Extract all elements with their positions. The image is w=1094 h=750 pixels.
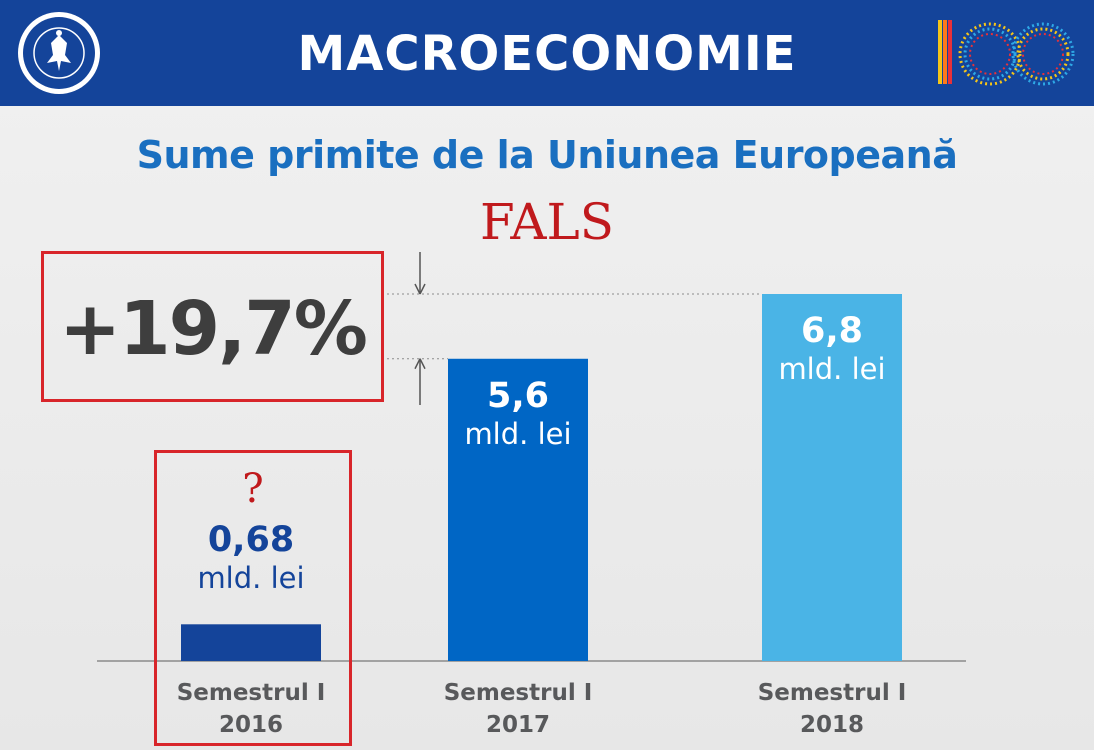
- category-label-3-line-1: Semestrul I: [757, 680, 907, 706]
- difference-arrow-top-head-left: [414, 283, 421, 295]
- first-bar-highlight-box: [154, 450, 352, 746]
- verdict-label: FALS: [480, 193, 614, 251]
- bar-3: [762, 294, 902, 661]
- bar-value-2: 5,6: [486, 375, 549, 416]
- difference-arrow-bottom-head-right: [419, 358, 426, 370]
- bar-label-1: 0,68 mld. lei: [151, 519, 351, 596]
- category-label-1-line-2: 2016: [218, 712, 283, 738]
- question-mark-label: ?: [242, 466, 264, 512]
- centenary-logo-icon: [938, 20, 1075, 86]
- bar-unit-2: mld. lei: [464, 416, 572, 451]
- category-label-1-line-1: Semestrul I: [176, 680, 326, 706]
- category-label-2-line-2: 2017: [485, 712, 550, 738]
- category-label-1: Semestrul I 2016: [121, 677, 381, 741]
- category-label-3-line-2: 2018: [799, 712, 864, 738]
- category-label-3: Semestrul I 2018: [702, 677, 962, 741]
- growth-percent-label: +19,7%: [59, 286, 368, 372]
- bar-2: [448, 358, 588, 661]
- bar-value-3: 6,8: [800, 311, 863, 351]
- difference-arrow-bottom-head-left: [414, 358, 421, 370]
- header-title: MACROECONOMIE: [297, 26, 797, 82]
- government-seal-icon: [18, 12, 100, 94]
- category-label-2-line-1: Semestrul I: [443, 680, 593, 706]
- growth-highlight-box: +19,7%: [41, 251, 384, 402]
- chart-title: Sume primite de la Uniunea Europeană: [136, 133, 958, 177]
- bar-label-2: 5,6 mld. lei: [418, 375, 618, 452]
- bar-unit-3: mld. lei: [778, 352, 886, 386]
- difference-arrow-top-head-right: [419, 283, 426, 295]
- category-label-2: Semestrul I 2017: [388, 677, 648, 741]
- bar-value-1: 0,68: [207, 520, 295, 561]
- bar-1: [181, 624, 321, 661]
- bar-label-3: 6,8 mld. lei: [732, 310, 932, 387]
- header-banner: MACROECONOMIE: [0, 0, 1094, 106]
- bar-unit-1: mld. lei: [197, 561, 305, 596]
